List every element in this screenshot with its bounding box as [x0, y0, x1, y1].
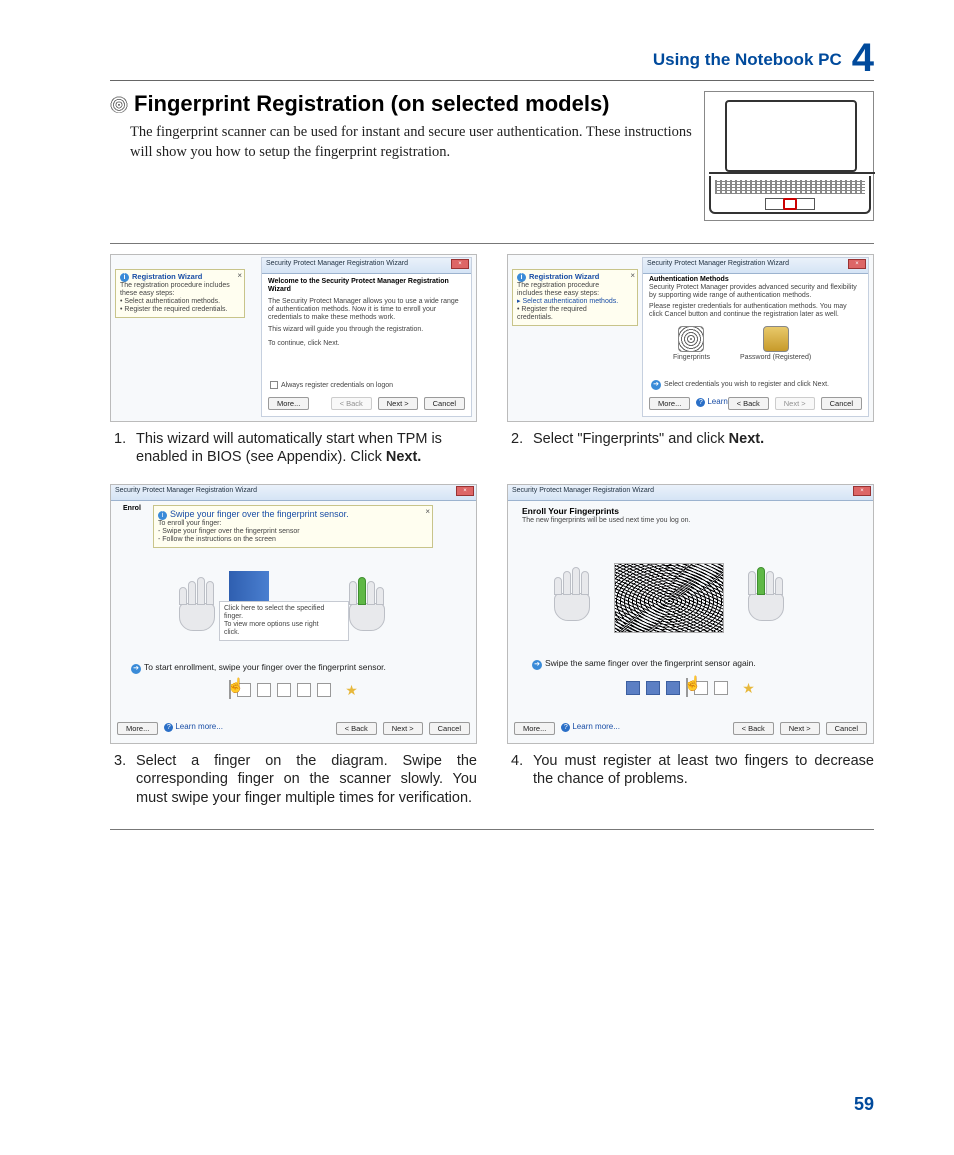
cancel-button[interactable]: Cancel [424, 397, 465, 410]
step-2-caption: Select "Fingerprints" and click Next. [507, 430, 874, 448]
title-row: Fingerprint Registration (on selected mo… [110, 91, 874, 221]
enroll-hint: ➔To start enrollment, swipe your finger … [131, 657, 386, 675]
auth-options: Fingerprints Password (Registered) [673, 326, 811, 362]
progress-boxes: ☝️ ★ [111, 681, 476, 699]
back-button[interactable]: < Back [728, 397, 769, 410]
cancel-button[interactable]: Cancel [429, 722, 470, 735]
back-button[interactable]: < Back [336, 722, 377, 735]
more-button[interactable]: More... [268, 397, 309, 410]
learn-more-link[interactable]: ?Learn more... [561, 722, 620, 735]
star-icon: ★ [345, 682, 358, 699]
step-4: Security Protect Manager Registration Wi… [507, 484, 874, 806]
cancel-button[interactable]: Cancel [821, 397, 862, 410]
tooltip-bubble: × iRegistration Wizard The registration … [115, 269, 245, 318]
learn-more-link[interactable]: ?Learn more... [164, 722, 223, 735]
more-button[interactable]: More... [514, 722, 555, 735]
password-option[interactable] [763, 326, 789, 352]
next-button[interactable]: Next > [780, 722, 820, 735]
screenshot-3: Security Protect Manager Registration Wi… [110, 484, 477, 744]
section-name: Using the Notebook PC [653, 50, 842, 70]
tooltip-bubble: × iSwipe your finger over the fingerprin… [153, 505, 433, 548]
next-button[interactable]: Next > [775, 397, 815, 410]
more-button[interactable]: More... [117, 722, 158, 735]
chapter-number: 4 [852, 40, 874, 76]
left-hand-diagram[interactable] [171, 577, 223, 633]
next-button[interactable]: Next > [383, 722, 423, 735]
left-hand-diagram[interactable] [546, 567, 598, 623]
cancel-button[interactable]: Cancel [826, 722, 867, 735]
fingerprint-icon [110, 95, 128, 113]
page-title: Fingerprint Registration (on selected mo… [134, 91, 610, 117]
close-icon: × [630, 271, 635, 280]
close-icon: × [425, 507, 430, 516]
screenshot-2: × iRegistration Wizard The registration … [507, 254, 874, 422]
laptop-illustration [704, 91, 874, 221]
screenshot-4: Security Protect Manager Registration Wi… [507, 484, 874, 744]
finger-tooltip: Click here to select the specified finge… [219, 601, 349, 641]
fingerprint-sensor-highlight [783, 198, 797, 210]
tooltip-bubble: × iRegistration Wizard The registration … [512, 269, 638, 326]
progress-boxes: ☝️ ★ [508, 679, 873, 697]
divider [110, 829, 874, 830]
close-icon[interactable]: × [451, 259, 469, 269]
step-1: × iRegistration Wizard The registration … [110, 254, 477, 466]
steps-grid: × iRegistration Wizard The registration … [110, 254, 874, 807]
fingerprint-preview [614, 563, 724, 633]
back-button[interactable]: < Back [733, 722, 774, 735]
star-icon: ★ [742, 680, 755, 697]
page-number: 59 [854, 1094, 874, 1115]
window-titlebar: Security Protect Manager Registration Wi… [262, 258, 471, 274]
fingerprints-option[interactable] [678, 326, 704, 352]
close-icon[interactable]: × [848, 259, 866, 269]
close-icon[interactable]: × [456, 486, 474, 496]
step-3-caption: Select a finger on the diagram. Swipe th… [110, 752, 477, 806]
close-icon: × [237, 271, 242, 280]
right-hand-diagram[interactable] [740, 567, 792, 623]
back-button: < Back [331, 397, 372, 410]
step-3: Security Protect Manager Registration Wi… [110, 484, 477, 806]
step-4-caption: You must register at least two fingers t… [507, 752, 874, 788]
screenshot-1: × iRegistration Wizard The registration … [110, 254, 477, 422]
divider [110, 243, 874, 244]
enroll-hint: ➔Swipe the same finger over the fingerpr… [532, 653, 756, 671]
more-button[interactable]: More... [649, 397, 690, 410]
intro-text: The fingerprint scanner can be used for … [130, 123, 694, 162]
next-button[interactable]: Next > [378, 397, 418, 410]
step-1-caption: This wizard will automatically start whe… [110, 430, 477, 466]
step-2: × iRegistration Wizard The registration … [507, 254, 874, 466]
page-header: Using the Notebook PC 4 [110, 40, 874, 81]
close-icon[interactable]: × [853, 486, 871, 496]
